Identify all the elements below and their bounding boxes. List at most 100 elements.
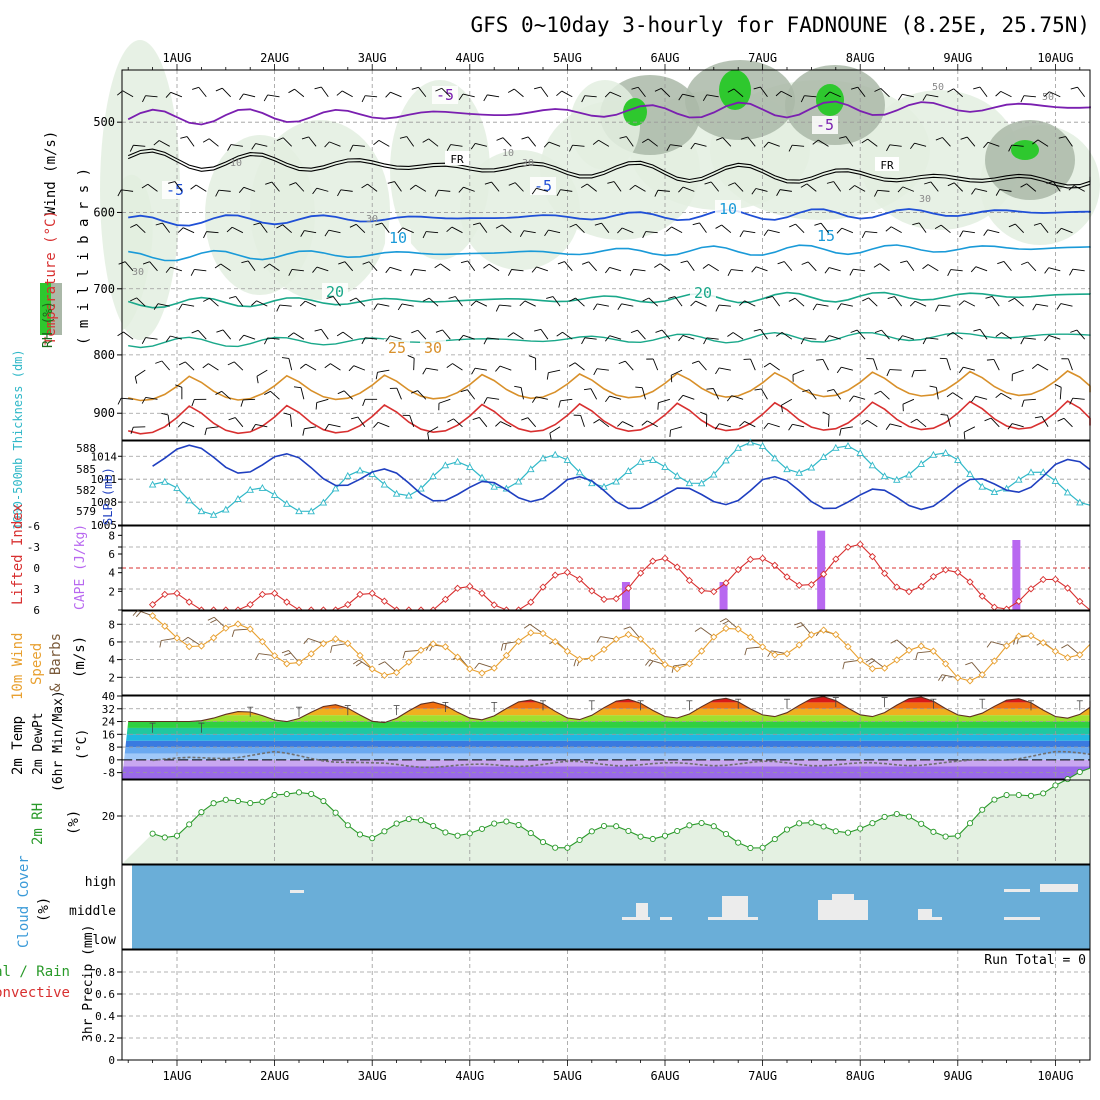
- upper-wind-barb-feather: [411, 86, 419, 90]
- wind10m-barb-feather: [744, 648, 748, 656]
- upper-wind-barb: [299, 363, 317, 371]
- upper-wind-barb-staff: [502, 137, 512, 147]
- wind10m-barb-staff: [896, 639, 910, 651]
- wind10m-speed-marker: [270, 652, 279, 660]
- upper-wind-barb-staff: [833, 181, 842, 192]
- upper-wind-barb-staff: [879, 263, 890, 272]
- upper-wind-barb-feather: [253, 222, 261, 226]
- rh2m-marker: [576, 836, 583, 844]
- upper-wind-barb-staff: [807, 261, 817, 272]
- upper-wind-barb: [715, 367, 731, 375]
- upper-wind-barb-staff: [413, 268, 426, 272]
- precip-tick-label: 0.6: [95, 988, 115, 1001]
- upper-wind-barb-staff: [1012, 423, 1024, 428]
- upper-wind-barb: [411, 86, 427, 98]
- upper-wind-barb: [983, 141, 1000, 148]
- pressure-tick-label: 500: [93, 115, 115, 129]
- upper-wind-barb-staff: [779, 189, 792, 192]
- upper-wind-barb: [375, 222, 390, 233]
- upper-wind-barb: [324, 141, 341, 148]
- thickness-marker: [392, 489, 401, 497]
- upper-wind-barb-feather: [435, 87, 442, 92]
- upper-wind-barb: [1046, 181, 1061, 192]
- upper-wind-barb: [753, 328, 768, 340]
- rh2m-marker: [210, 800, 217, 807]
- lifted-index-marker: [173, 589, 181, 597]
- upper-wind-barb-staff: [902, 186, 915, 192]
- upper-wind-barb-staff: [1060, 303, 1073, 307]
- upper-wind-barb-staff: [256, 300, 268, 307]
- upper-wind-barb-feather: [909, 300, 916, 307]
- upper-wind-barb-feather: [228, 417, 236, 421]
- upper-wind-barb: [251, 143, 268, 150]
- upper-wind-barb-feather: [753, 86, 761, 90]
- upper-wind-barb-staff: [209, 297, 219, 307]
- upper-wind-barb: [594, 222, 610, 233]
- thickness-marker: [222, 505, 230, 513]
- thickness-marker: [185, 496, 193, 504]
- ylabel-temp2m-1: 2m Temp: [10, 716, 26, 775]
- upper-wind-barb-feather: [692, 222, 700, 226]
- upper-wind-barb-staff: [487, 397, 500, 400]
- upper-wind-barb-feather: [549, 433, 552, 441]
- upper-wind-barb: [241, 260, 256, 272]
- upper-wind-barb-feather: [654, 190, 659, 197]
- upper-wind-barb-feather: [702, 94, 708, 102]
- upper-wind-barb-feather: [409, 184, 416, 190]
- wind10m-speed-marker: [502, 651, 511, 660]
- upper-wind-barb-feather: [691, 360, 699, 364]
- upper-wind-barb: [970, 266, 988, 273]
- upper-wind-barb: [514, 385, 524, 400]
- upper-wind-barb-feather: [839, 136, 847, 139]
- upper-wind-barb-staff: [1072, 397, 1085, 400]
- rh2m-marker: [588, 828, 595, 835]
- upper-wind-barb-staff: [718, 304, 731, 307]
- upper-wind-barb: [276, 304, 292, 312]
- upper-wind-barb-feather: [886, 144, 891, 152]
- wind10m-speed-marker: [636, 635, 645, 643]
- upper-wind-barb: [935, 304, 951, 312]
- rh2m-marker: [649, 835, 656, 843]
- upper-wind-barb-staff: [580, 415, 585, 427]
- rh-shade: [250, 120, 390, 300]
- wind10m-speed-marker: [1076, 651, 1084, 659]
- lifted-index-marker: [1039, 575, 1047, 584]
- pressure-tick-label: 800: [93, 348, 115, 362]
- wind10m-speed-marker: [417, 646, 425, 654]
- wind10m-speed-marker: [624, 630, 633, 639]
- upper-wind-barb: [654, 87, 671, 98]
- upper-wind-barb-staff: [590, 388, 598, 400]
- upper-wind-barb-staff: [979, 329, 988, 340]
- upper-wind-barb: [472, 416, 488, 428]
- wind10m-speed-marker: [978, 671, 986, 679]
- upper-wind-barb-feather: [983, 142, 989, 148]
- thickness-marker: [819, 453, 828, 460]
- upper-wind-barb-feather: [373, 303, 378, 311]
- upper-wind-barb-staff: [282, 224, 292, 234]
- upper-wind-barb: [897, 186, 915, 193]
- upper-wind-barb: [897, 335, 915, 342]
- thickness-marker: [832, 443, 840, 451]
- upper-wind-barb-staff: [719, 423, 731, 428]
- upper-wind-barb-feather: [836, 227, 843, 234]
- top-date-label: 10AUG: [1037, 51, 1073, 65]
- upper-wind-barb: [251, 423, 268, 431]
- upper-wind-barb-staff: [674, 296, 683, 307]
- upper-wind-barb: [812, 139, 829, 147]
- upper-wind-barb-feather: [556, 90, 563, 97]
- upper-wind-barb: [960, 136, 976, 147]
- rh-contour-label: 50: [932, 82, 944, 93]
- upper-wind-barb-feather: [283, 412, 291, 416]
- upper-wind-barb: [702, 94, 719, 102]
- upper-wind-barb-staff: [441, 87, 451, 98]
- temp-color-band: [122, 727, 1090, 735]
- upper-wind-barb-staff: [853, 395, 866, 400]
- lifted-index-marker: [929, 572, 938, 581]
- isotherm-line: [127, 100, 1091, 126]
- rh2m-marker: [515, 821, 522, 829]
- upper-wind-barb-staff: [622, 227, 634, 234]
- upper-wind-barb: [407, 354, 415, 371]
- rh2m-marker: [722, 830, 730, 838]
- upper-wind-barb: [995, 392, 1012, 400]
- lifted-index-marker: [868, 552, 877, 561]
